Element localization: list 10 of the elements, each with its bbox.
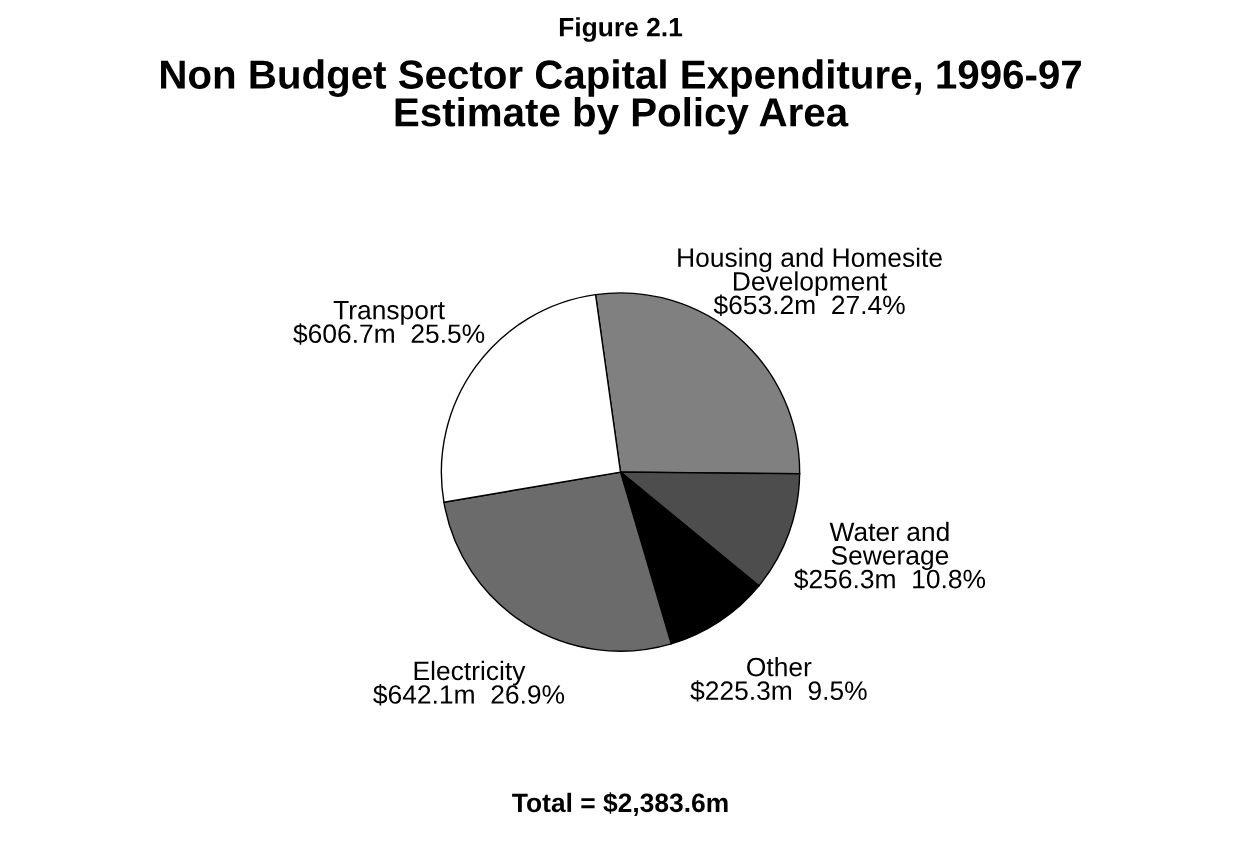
slice-label: Other (747, 657, 812, 677)
slice-label: Water and Sewerage (829, 521, 949, 570)
data-label: $225.3m 9.5% (690, 680, 867, 702)
chart-subtitle: Non Budget Sector Capital Expenditure, 1996-97 Estimate by Policy Area (161, 59, 1081, 135)
text: Total = $2,383.6m (512, 792, 728, 816)
chart-title: Figure 2.1 (559, 17, 683, 42)
data-label: $256.3m 10.8% (794, 568, 986, 590)
data-label: $642.1m 26.9% (373, 684, 565, 706)
slice-label: Electricity (414, 660, 526, 686)
slice-label: Transport (333, 301, 445, 325)
